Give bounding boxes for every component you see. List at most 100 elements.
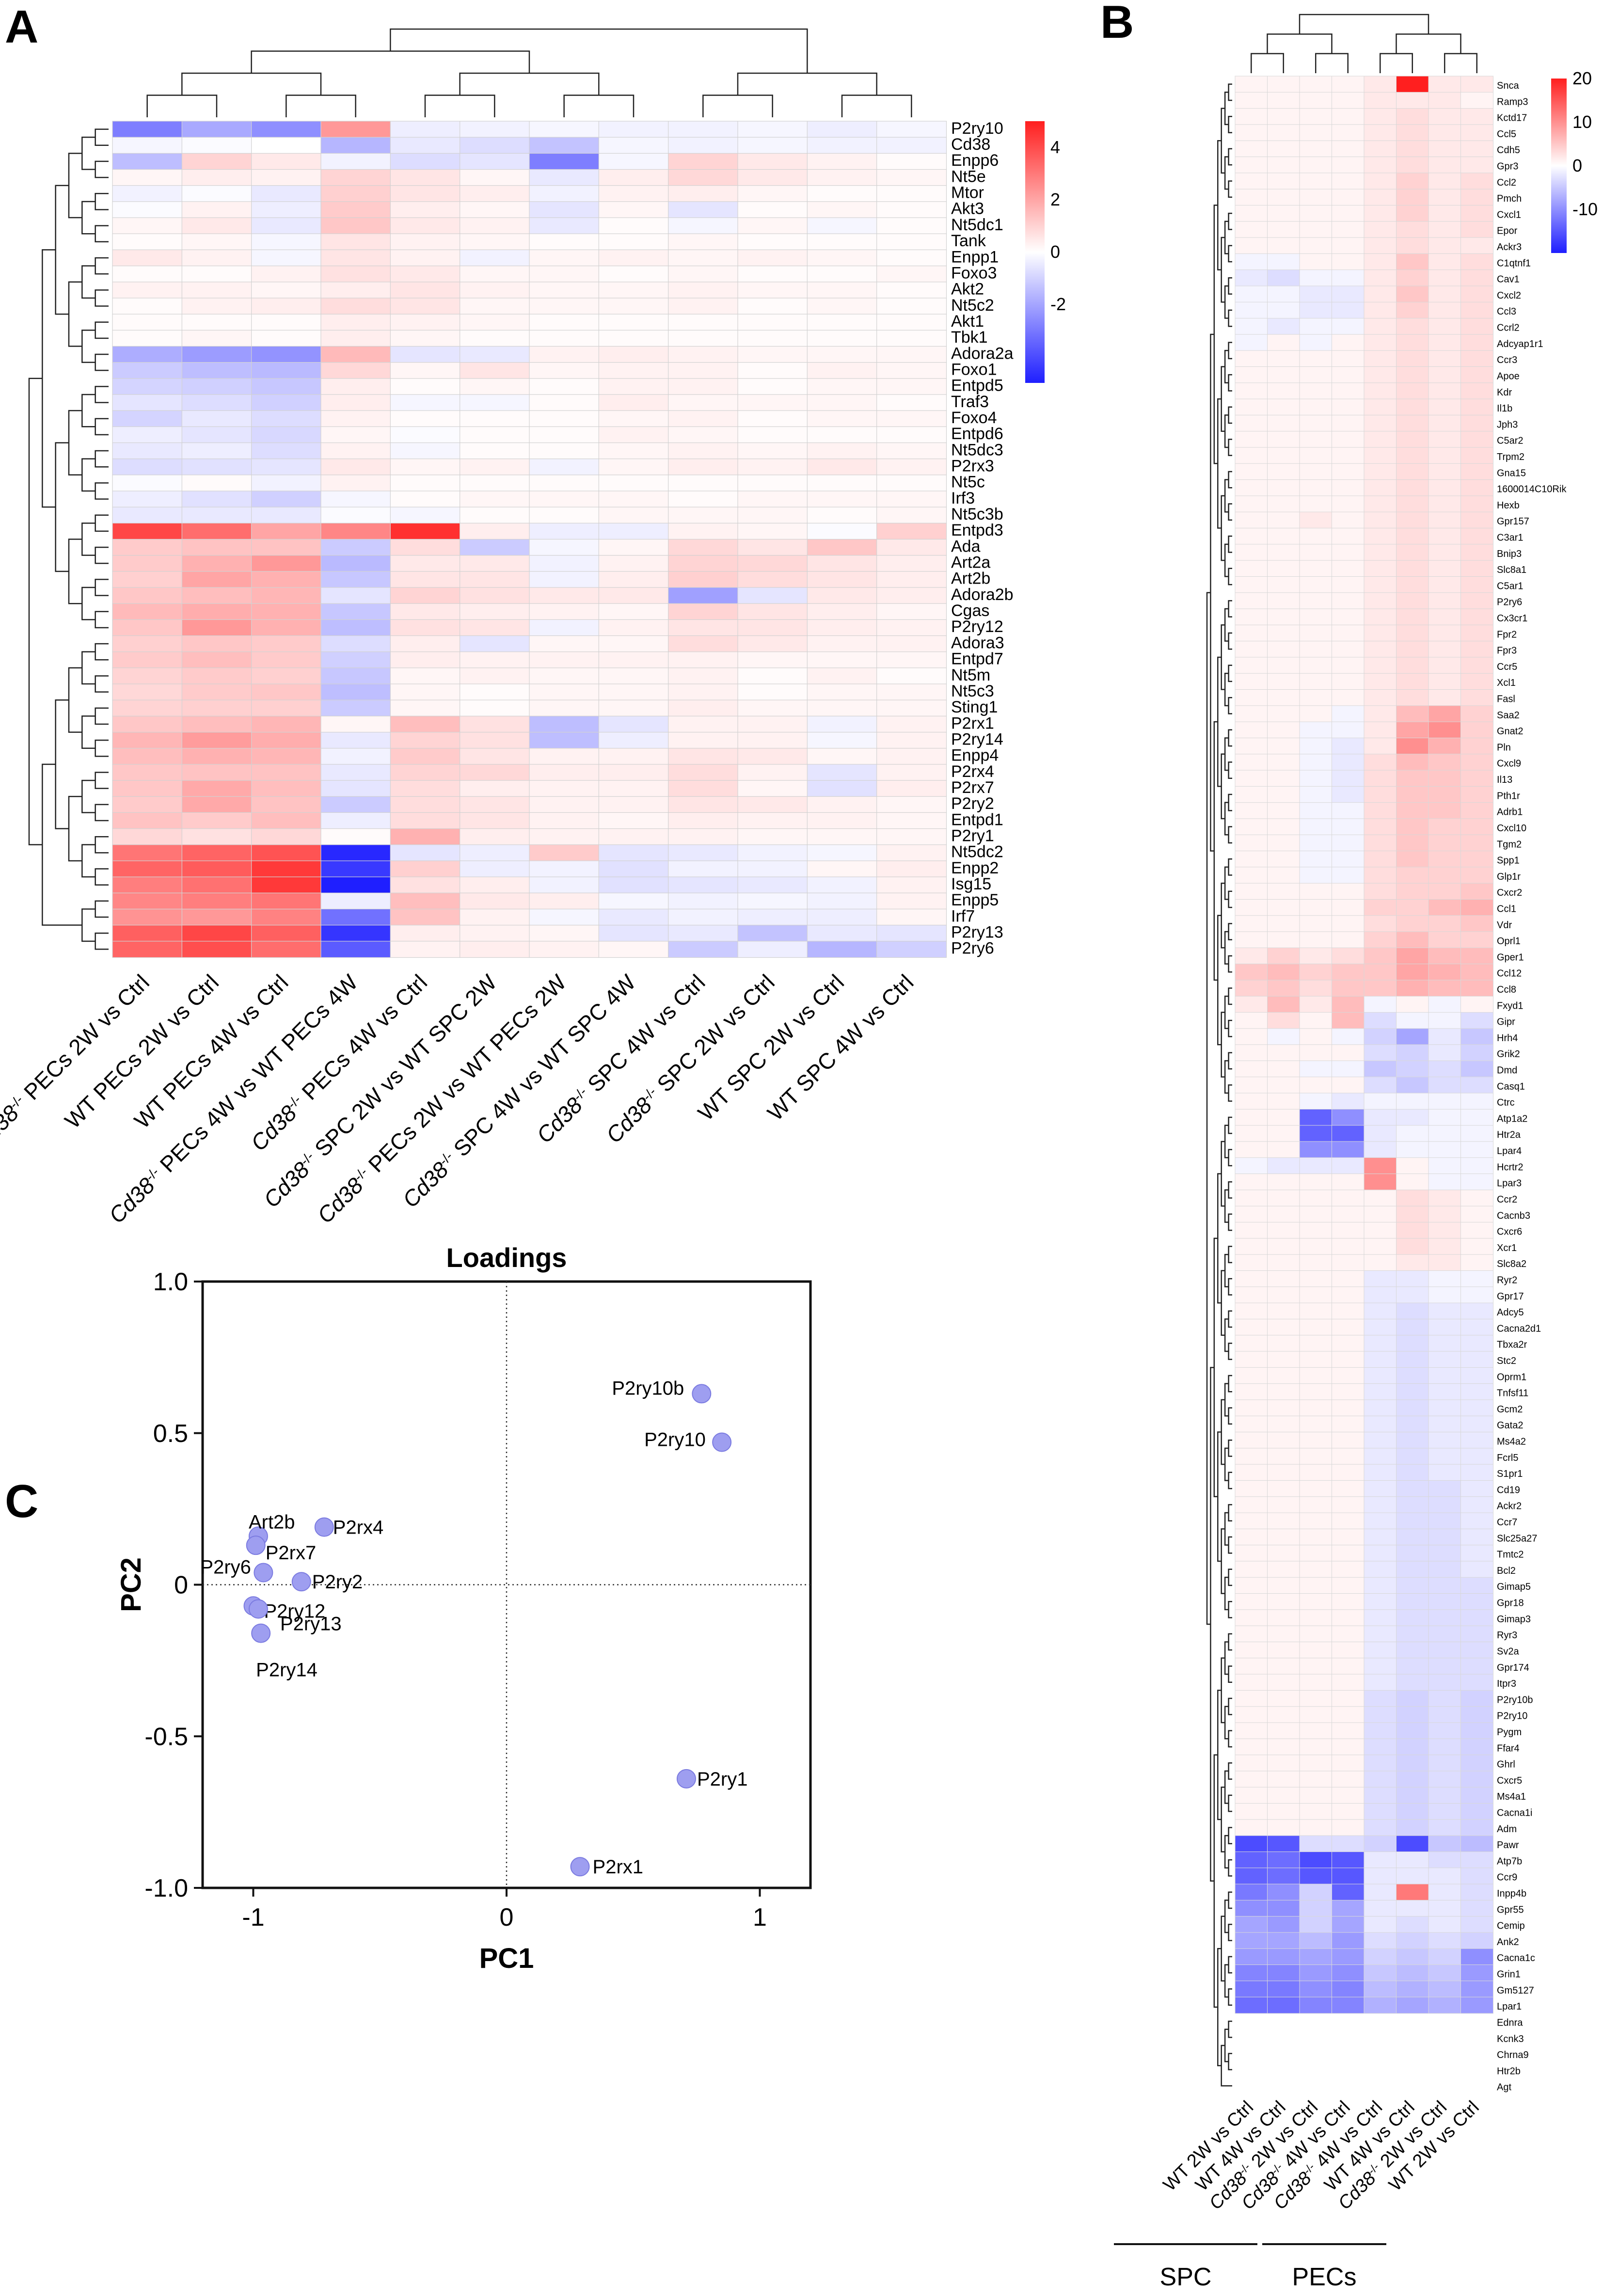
heatmap-cell [1332,1641,1365,1659]
dendrogram-branch [1228,1084,1232,1102]
heatmap-cell [460,764,530,781]
dendrogram-branch [1228,1407,1232,1425]
heatmap-cell [460,635,530,652]
heatmap-cell [1428,237,1461,254]
heatmap-cell [668,378,739,396]
heatmap-cell [1428,1480,1461,1497]
heatmap-cell [1396,1367,1429,1384]
heatmap-cell [1396,1868,1429,1885]
heatmap-cell [529,314,600,331]
dendrogram-branch [1228,406,1232,424]
heatmap-cell [1364,1222,1397,1239]
row-label: Enpp6 [951,151,999,170]
heatmap-cell [320,667,391,685]
heatmap-cell [807,442,877,459]
row-label: Oprm1 [1497,1372,1526,1382]
heatmap-cell [1460,382,1493,400]
heatmap-cell [668,635,739,652]
heatmap-cell [1460,1722,1493,1740]
heatmap-cell [181,185,252,202]
heatmap-cell [737,635,808,652]
row-label: Gm5127 [1497,1985,1534,1996]
heatmap-cell [1428,721,1461,739]
row-label: Grik2 [1497,1049,1520,1060]
heatmap-cell [668,314,739,331]
heatmap-cell [1267,479,1300,496]
dendrogram-branch [1210,1367,1214,1882]
heatmap-cell [1364,624,1397,642]
heatmap-cell [668,892,739,910]
heatmap-cell [460,137,530,154]
dendrogram-branch [1228,761,1232,779]
heatmap-cell [1364,1577,1397,1594]
row-label: Inpp4b [1497,1888,1526,1899]
heatmap-cell [460,538,530,556]
heatmap-cell [181,298,252,315]
heatmap-cell [1235,1932,1268,1949]
heatmap-cell [1332,1077,1365,1094]
dendrogram-branch [81,330,95,363]
heatmap-cell [1235,221,1268,238]
heatmap-cell [1396,705,1429,723]
heatmap-cell [737,459,808,475]
heatmap-cell [1299,754,1333,771]
heatmap-cell [598,491,669,508]
heatmap-cell [1332,786,1365,803]
heatmap-cell [1332,221,1365,238]
heatmap-cell [1267,624,1300,642]
dendrogram-branch [1380,53,1413,73]
dendrogram-branch [1228,568,1232,586]
heatmap-cell [1235,964,1268,981]
dendrogram-branch [1228,987,1232,1005]
heatmap-cell [1299,1528,1333,1546]
dendrogram-branch [1228,890,1232,908]
heatmap-cell [251,908,322,926]
heatmap-cell [390,249,460,267]
heatmap-cell [1267,899,1300,916]
heatmap-cell [1299,1996,1333,2014]
heatmap-cell [1428,1803,1461,1820]
heatmap-cell [1267,1464,1300,1481]
heatmap-cell [1428,964,1461,981]
heatmap-cell [598,153,669,170]
row-label: Gcm2 [1497,1404,1523,1415]
colorbar-tick-label: 20 [1572,68,1592,88]
heatmap-cell [1460,157,1493,174]
heatmap-cell [1235,947,1268,965]
heatmap-cell [1364,641,1397,658]
heatmap-cell [1332,350,1365,367]
heatmap-cell [1267,366,1300,383]
row-label: Oprl1 [1497,936,1521,947]
heatmap-cell [1460,1932,1493,1949]
row-label: Fasl [1497,694,1515,705]
heatmap-cell [460,185,530,202]
heatmap-cell [1332,1270,1365,1287]
heatmap-cell [668,169,739,186]
heatmap-cell [1428,269,1461,286]
heatmap-cell [1364,189,1397,206]
heatmap-cell [668,844,739,862]
heatmap-cell [1332,1044,1365,1061]
heatmap-cell [1460,1222,1493,1239]
row-label: Art2a [951,554,990,572]
heatmap-cell [112,603,183,620]
heatmap-cell [1332,947,1365,965]
heatmap-cell [1299,1254,1333,1271]
heatmap-cell [598,941,669,958]
heatmap-cell [181,812,252,829]
heatmap-cell [1364,1528,1397,1546]
heatmap-cell [1428,1706,1461,1724]
heatmap-cell [460,346,530,363]
heatmap-cell [390,651,460,668]
heatmap-cell [460,667,530,685]
heatmap-cell [1267,76,1300,93]
y-tick-label: 0.5 [153,1420,188,1448]
row-label: Slc8a1 [1497,565,1526,575]
row-label: Entpd5 [951,377,1003,395]
heatmap-cell [876,571,947,588]
heatmap-cell [807,169,877,186]
dendrogram-branch [841,95,912,117]
dendrogram-branch [1228,2020,1232,2038]
row-label: Ccr9 [1497,1872,1517,1883]
heatmap-cell [1460,1335,1493,1352]
